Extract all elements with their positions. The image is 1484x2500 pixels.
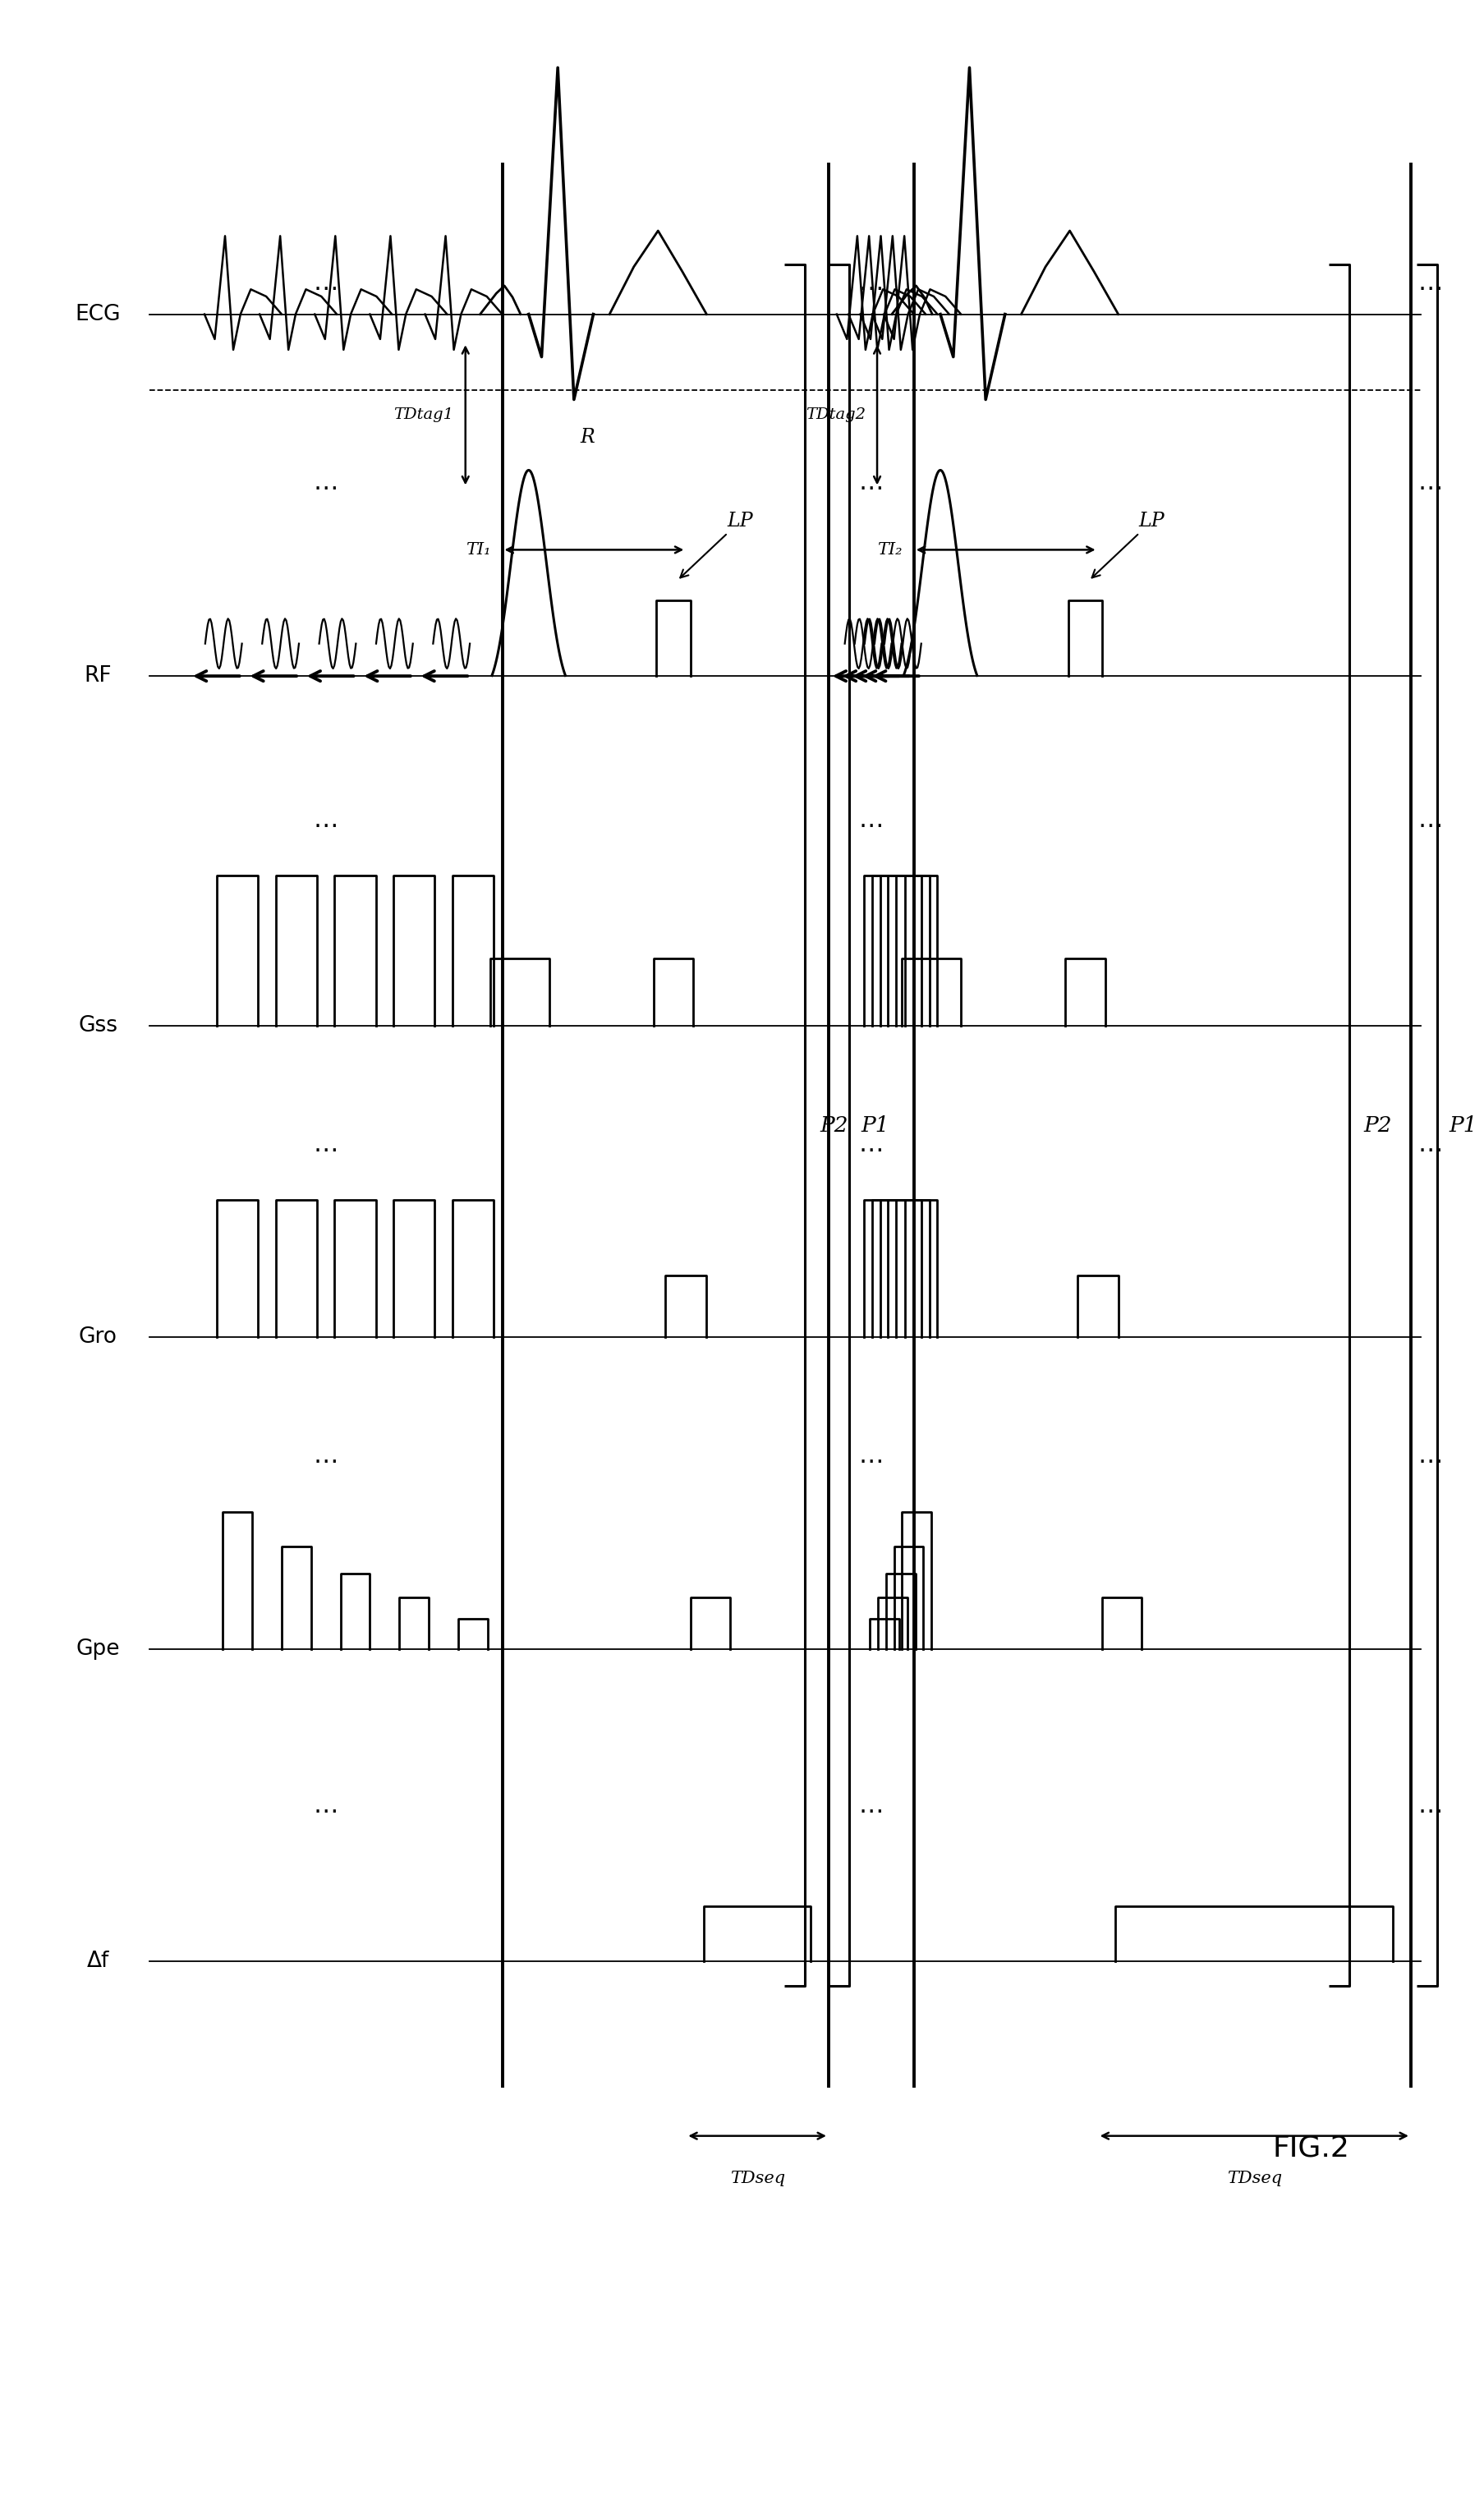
Text: ⋯: ⋯ xyxy=(1417,815,1442,838)
Text: ⋯: ⋯ xyxy=(1417,1140,1442,1162)
Text: R: R xyxy=(580,428,595,447)
Text: Δf: Δf xyxy=(86,1950,108,1973)
Text: ⋯: ⋯ xyxy=(313,1800,338,1825)
Text: ⋯: ⋯ xyxy=(858,278,883,302)
Text: Gss: Gss xyxy=(79,1015,117,1035)
Text: LP: LP xyxy=(680,512,752,578)
Text: Gpe: Gpe xyxy=(76,1638,120,1660)
Text: P1: P1 xyxy=(1448,1115,1477,1135)
Text: TI₁: TI₁ xyxy=(464,542,490,558)
Text: TI₂: TI₂ xyxy=(877,542,902,558)
Text: ⋯: ⋯ xyxy=(313,278,338,302)
Text: ⋯: ⋯ xyxy=(858,1140,883,1162)
Text: ⋯: ⋯ xyxy=(858,1800,883,1825)
Text: TDtag2: TDtag2 xyxy=(804,408,865,422)
Text: LP: LP xyxy=(1091,512,1163,578)
Text: FIG.2: FIG.2 xyxy=(1272,2135,1349,2162)
Text: ⋯: ⋯ xyxy=(858,815,883,838)
Text: ⋯: ⋯ xyxy=(313,1450,338,1475)
Text: ⋯: ⋯ xyxy=(1417,1800,1442,1825)
Text: TDseq: TDseq xyxy=(729,2170,785,2188)
Text: TDtag1: TDtag1 xyxy=(393,408,454,422)
Text: ⋯: ⋯ xyxy=(858,478,883,502)
Text: ⋯: ⋯ xyxy=(1417,1450,1442,1475)
Text: Gro: Gro xyxy=(79,1328,117,1348)
Text: P2: P2 xyxy=(819,1115,847,1135)
Text: ECG: ECG xyxy=(76,302,120,325)
Text: P2: P2 xyxy=(1364,1115,1392,1135)
Text: ⋯: ⋯ xyxy=(1417,478,1442,502)
Text: ⋯: ⋯ xyxy=(313,1140,338,1162)
Text: TDseq: TDseq xyxy=(1226,2170,1281,2188)
Text: P1: P1 xyxy=(861,1115,889,1135)
Text: ⋯: ⋯ xyxy=(1417,278,1442,302)
Text: RF: RF xyxy=(85,665,111,688)
Text: ⋯: ⋯ xyxy=(313,815,338,838)
Text: ⋯: ⋯ xyxy=(313,478,338,502)
Text: ⋯: ⋯ xyxy=(858,1450,883,1475)
